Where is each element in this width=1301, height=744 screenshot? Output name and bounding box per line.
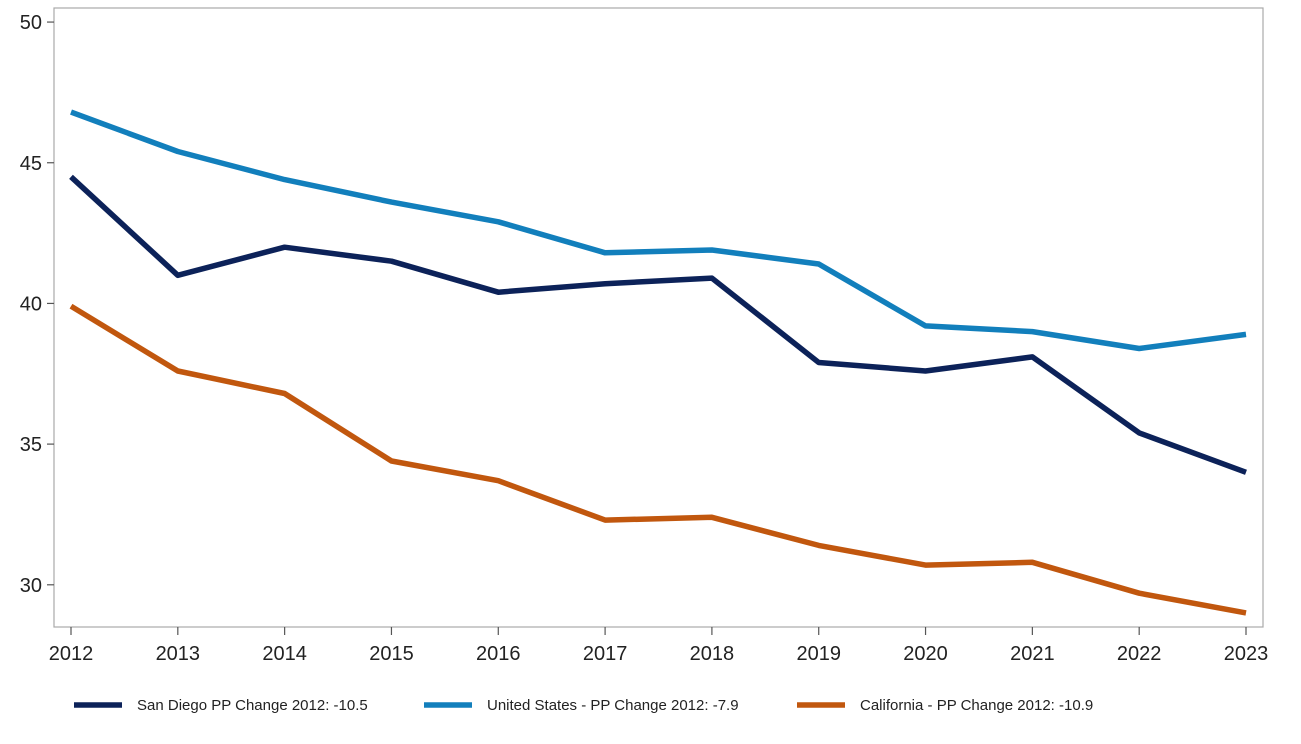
- legend-label: California - PP Change 2012: -10.9: [860, 697, 1093, 714]
- y-tick-label: 35: [20, 434, 42, 456]
- y-tick-label: 30: [20, 575, 42, 597]
- legend: San Diego PP Change 2012: -10.5 United St…: [74, 697, 1093, 714]
- x-tick-label: 2023: [1224, 643, 1269, 665]
- x-tick-label: 2014: [262, 643, 307, 665]
- series-line-2: [70, 109, 1247, 352]
- x-axis: 2012 2013 2014 2015 2016 2017 2018 2019 2020 2021…: [49, 627, 1269, 665]
- series-line-1: [69, 174, 1247, 475]
- x-tick-label: 2012: [49, 643, 94, 665]
- x-tick-label: 2022: [1117, 643, 1162, 665]
- series-line-3: [69, 303, 1247, 616]
- plot-frame: [53, 7, 1264, 628]
- x-tick-label: 2018: [690, 643, 735, 665]
- x-tick-label: 2019: [796, 643, 841, 665]
- x-tick-label: 2017: [583, 643, 628, 665]
- x-tick-label: 2016: [476, 643, 521, 665]
- x-tick-label: 2015: [369, 643, 414, 665]
- y-tick-label: 50: [20, 12, 42, 34]
- y-tick-label: 45: [20, 153, 42, 175]
- y-axis: 30 35 40 45 50: [20, 12, 54, 597]
- legend-label: San Diego PP Change 2012: -10.5: [137, 697, 368, 714]
- x-tick-label: 2020: [903, 643, 948, 665]
- legend-label: United States - PP Change 2012: -7.9: [487, 697, 739, 714]
- y-tick-label: 40: [20, 293, 42, 315]
- x-tick-label: 2013: [156, 643, 201, 665]
- x-tick-label: 2021: [1010, 643, 1055, 665]
- series-layer: [69, 109, 1247, 616]
